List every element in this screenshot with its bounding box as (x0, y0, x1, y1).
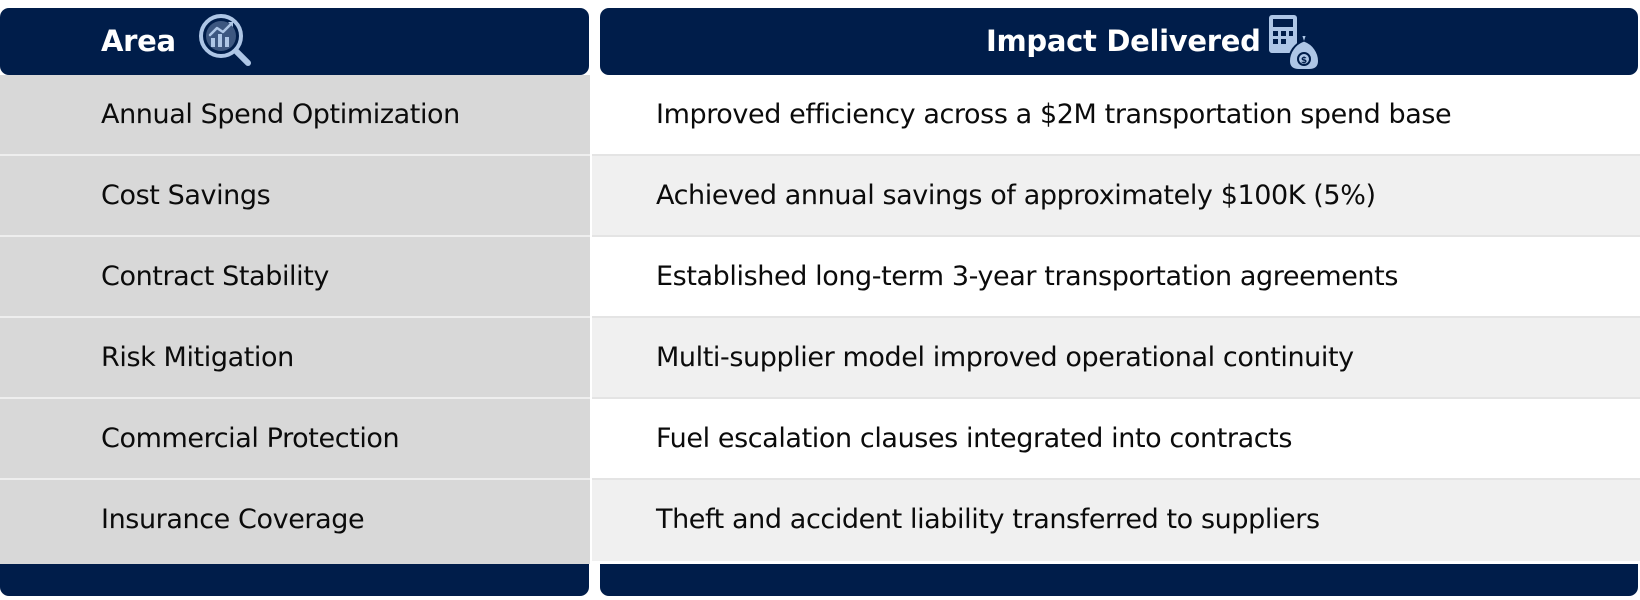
impact-cell: Established long-term 3-year transportat… (656, 261, 1398, 292)
calculator-money-bag-icon: $ (1265, 11, 1325, 77)
svg-text:$: $ (1301, 56, 1307, 66)
table-row: Achieved annual savings of approximately… (592, 156, 1640, 237)
table-row: Fuel escalation clauses integrated into … (592, 399, 1640, 480)
table-row: Commercial Protection (0, 399, 590, 480)
area-cell: Cost Savings (101, 180, 271, 211)
table-row: Established long-term 3-year transportat… (592, 237, 1640, 318)
impact-cell: Improved efficiency across a $2M transpo… (656, 99, 1452, 130)
impact-column: Improved efficiency across a $2M transpo… (592, 75, 1640, 564)
impact-cell: Fuel escalation clauses integrated into … (656, 423, 1293, 454)
area-cell: Risk Mitigation (101, 342, 294, 373)
table-row: Risk Mitigation (0, 318, 590, 399)
area-cell: Commercial Protection (101, 423, 400, 454)
table-row: Contract Stability (0, 237, 590, 318)
area-cell: Annual Spend Optimization (101, 99, 460, 130)
table-row: Theft and accident liability transferred… (592, 480, 1640, 561)
impact-column-header: Impact Delivered $ (600, 8, 1638, 75)
impact-header-label: Impact Delivered (986, 24, 1261, 58)
impact-cell: Theft and accident liability transferred… (656, 504, 1320, 535)
impact-cell: Achieved annual savings of approximately… (656, 180, 1376, 211)
area-column: Annual Spend Optimization Cost Savings C… (0, 75, 590, 564)
table-row: Cost Savings (0, 156, 590, 237)
area-column-header: Area (0, 8, 589, 75)
area-cell: Contract Stability (101, 261, 330, 292)
table-row: Improved efficiency across a $2M transpo… (592, 75, 1640, 156)
area-header-label: Area (101, 24, 176, 58)
table-row: Insurance Coverage (0, 480, 590, 561)
impact-column-footer (600, 564, 1638, 596)
impact-cell: Multi-supplier model improved operationa… (656, 342, 1354, 373)
table-row: Annual Spend Optimization (0, 75, 590, 156)
area-cell: Insurance Coverage (101, 504, 365, 535)
area-column-footer (0, 564, 589, 596)
table-row: Multi-supplier model improved operationa… (592, 318, 1640, 399)
analytics-magnifier-icon (196, 11, 258, 77)
